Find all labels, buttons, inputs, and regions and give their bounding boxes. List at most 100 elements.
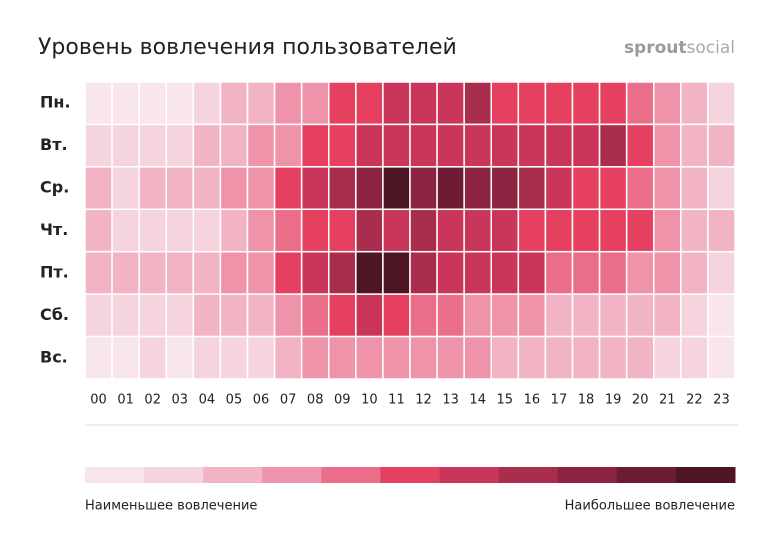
x-tick-label: 22	[686, 393, 703, 408]
heatmap-cell	[328, 335, 357, 380]
heatmap-cell	[463, 166, 492, 211]
legend-low-label: Наименьшее вовлечение	[85, 499, 257, 514]
heatmap-cell	[219, 166, 249, 211]
x-tick-label: 14	[469, 393, 486, 408]
x-tick-label: 08	[307, 393, 324, 408]
heatmap-cell	[355, 293, 384, 338]
heatmap-cell	[409, 166, 438, 211]
heatmap-cell	[165, 208, 195, 253]
x-tick-label: 17	[551, 393, 568, 408]
heatmap-cell	[409, 335, 438, 380]
heatmap-cell	[707, 293, 736, 338]
heatmap-cell	[653, 208, 682, 253]
heatmap-cell	[246, 81, 276, 126]
heatmap-cell	[300, 335, 330, 380]
heatmap-cell	[653, 250, 682, 295]
heatmap-cell	[571, 166, 601, 211]
heatmap-cell	[246, 123, 276, 168]
heatmap-cell	[246, 293, 276, 338]
heatmap-cell	[138, 335, 168, 380]
heatmap-cell	[544, 166, 574, 211]
heatmap-cell	[436, 166, 465, 211]
legend-swatch	[85, 467, 145, 483]
heatmap-cell	[246, 208, 276, 253]
heatmap-cell	[382, 166, 411, 211]
heatmap-cell	[382, 208, 411, 253]
heatmap-cell	[436, 293, 465, 338]
heatmap-cell	[138, 293, 168, 338]
heatmap-cell	[300, 166, 330, 211]
heatmap-cell	[463, 208, 492, 253]
heatmap-cell	[463, 123, 492, 168]
heatmap-cell	[598, 293, 628, 338]
heatmap-cell	[382, 335, 411, 380]
heatmap-cell	[192, 81, 222, 126]
heatmap-cell	[680, 335, 709, 380]
heatmap-cell	[436, 123, 465, 168]
x-tick-label: 09	[334, 393, 351, 408]
heatmap-cell	[84, 208, 113, 253]
heatmap-cell	[653, 166, 682, 211]
heatmap-cell	[625, 335, 655, 380]
heatmap-cell	[84, 81, 113, 126]
heatmap-cell	[219, 293, 249, 338]
heatmap-cell	[84, 250, 113, 295]
heatmap-cell	[571, 250, 601, 295]
heatmap-cell	[382, 250, 411, 295]
heatmap-cell	[571, 123, 601, 168]
heatmap-cell	[490, 335, 520, 380]
heatmap-cell	[653, 335, 682, 380]
heatmap-cell	[111, 166, 140, 211]
heatmap-cell	[192, 166, 222, 211]
heatmap-cell	[328, 81, 357, 126]
heatmap-cell	[192, 123, 222, 168]
heatmap-cell	[138, 123, 168, 168]
heatmap-cell	[84, 335, 113, 380]
heatmap-cell	[625, 250, 655, 295]
heatmap-cell	[625, 166, 655, 211]
heatmap-cell	[111, 208, 140, 253]
heatmap-cell	[273, 166, 303, 211]
legend-swatch	[675, 467, 736, 483]
heatmap-cell	[300, 293, 330, 338]
legend-high-label: Наибольшее вовлечение	[565, 499, 735, 514]
y-tick-label: Вт.	[40, 135, 68, 154]
heatmap-cell	[544, 81, 574, 126]
heatmap-cell	[653, 81, 682, 126]
heatmap-cell	[165, 123, 195, 168]
heatmap-cell	[355, 81, 384, 126]
heatmap-cell	[517, 208, 547, 253]
y-tick-label: Пн.	[40, 93, 71, 112]
heatmap-cell	[544, 293, 574, 338]
legend-swatch	[144, 467, 204, 483]
legend-swatch	[380, 467, 441, 483]
heatmap-cell	[355, 166, 384, 211]
heatmap-cell	[382, 293, 411, 338]
y-tick-label: Вс.	[40, 347, 68, 366]
heatmap-cell	[273, 250, 303, 295]
heatmap-cell	[192, 335, 222, 380]
heatmap-cell	[625, 81, 655, 126]
heatmap-cell	[328, 250, 357, 295]
heatmap-cell	[409, 208, 438, 253]
heatmap-cell	[490, 81, 520, 126]
heatmap-cell	[300, 81, 330, 126]
x-tick-label: 11	[388, 393, 405, 408]
x-tick-label: 10	[361, 393, 378, 408]
heatmap-cell	[165, 335, 195, 380]
x-tick-label: 15	[497, 393, 514, 408]
logo-light: social	[687, 38, 735, 58]
heatmap-cell	[490, 250, 520, 295]
heatmap-cell	[219, 81, 249, 126]
heatmap-cell	[273, 335, 303, 380]
heatmap-cell	[328, 123, 357, 168]
heatmap-cell	[409, 293, 438, 338]
heatmap-cell	[625, 208, 655, 253]
logo: sproutsocial	[624, 38, 735, 58]
legend-swatch	[439, 467, 500, 483]
heatmap-cell	[517, 335, 547, 380]
heatmap-cell	[598, 250, 628, 295]
heatmap-cell	[138, 81, 168, 126]
heatmap-cell	[653, 293, 682, 338]
heatmap-cell	[328, 166, 357, 211]
